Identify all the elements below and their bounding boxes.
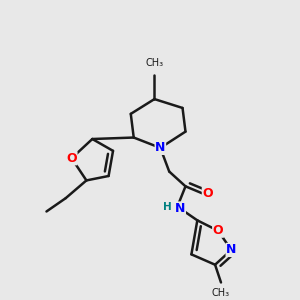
Text: O: O [202,187,213,200]
Text: CH₃: CH₃ [212,288,230,298]
Text: N: N [175,202,185,215]
Text: O: O [66,152,77,165]
Text: N: N [226,243,236,256]
Text: O: O [213,224,223,237]
Text: CH₃: CH₃ [146,58,164,68]
Text: N: N [155,141,166,154]
Text: H: H [163,202,172,212]
